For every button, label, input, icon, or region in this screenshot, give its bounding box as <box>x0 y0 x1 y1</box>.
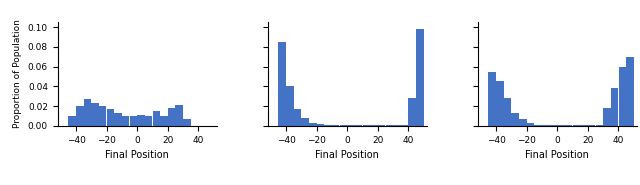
Bar <box>92 103 99 126</box>
Y-axis label: Proportion of Population: Proportion of Population <box>13 20 22 128</box>
Bar <box>550 125 557 126</box>
Bar <box>573 125 580 126</box>
Bar <box>294 109 301 126</box>
Bar <box>152 111 160 126</box>
X-axis label: Final Position: Final Position <box>105 150 169 160</box>
X-axis label: Final Position: Final Position <box>525 150 589 160</box>
Bar <box>168 108 175 126</box>
Bar <box>565 125 572 126</box>
Bar <box>129 116 137 126</box>
Bar <box>378 125 385 126</box>
Bar <box>626 57 634 126</box>
Bar <box>317 124 324 126</box>
Bar <box>115 113 122 126</box>
Bar <box>301 118 309 126</box>
Bar <box>309 123 317 126</box>
X-axis label: Final Position: Final Position <box>316 150 379 160</box>
Bar <box>580 125 588 126</box>
Bar <box>416 29 424 126</box>
Bar <box>408 98 416 126</box>
Bar <box>68 116 76 126</box>
Bar <box>496 81 504 126</box>
Bar <box>84 99 91 126</box>
Bar <box>332 125 339 126</box>
Bar <box>504 98 511 126</box>
Bar <box>534 125 542 126</box>
Bar <box>99 106 106 126</box>
Bar <box>401 125 408 126</box>
Bar <box>604 108 611 126</box>
Bar <box>618 67 626 126</box>
Bar <box>370 125 378 126</box>
Bar <box>542 125 550 126</box>
Bar <box>385 125 393 126</box>
Bar <box>348 125 355 126</box>
Bar <box>511 113 519 126</box>
Bar <box>324 125 332 126</box>
Bar <box>145 116 152 126</box>
Bar <box>527 123 534 126</box>
Bar <box>122 116 129 126</box>
Bar <box>393 125 401 126</box>
Bar <box>160 116 168 126</box>
Bar <box>363 125 370 126</box>
Bar <box>355 125 362 126</box>
Bar <box>596 125 603 126</box>
Bar <box>519 119 527 126</box>
Bar <box>588 125 595 126</box>
Bar <box>175 105 183 126</box>
Bar <box>557 125 565 126</box>
Bar <box>286 86 294 126</box>
Bar <box>137 115 145 126</box>
Bar <box>107 109 114 126</box>
Bar <box>183 119 191 126</box>
Bar <box>278 42 286 126</box>
Bar <box>76 106 84 126</box>
Bar <box>488 72 496 126</box>
Bar <box>611 88 618 126</box>
Bar <box>340 125 347 126</box>
